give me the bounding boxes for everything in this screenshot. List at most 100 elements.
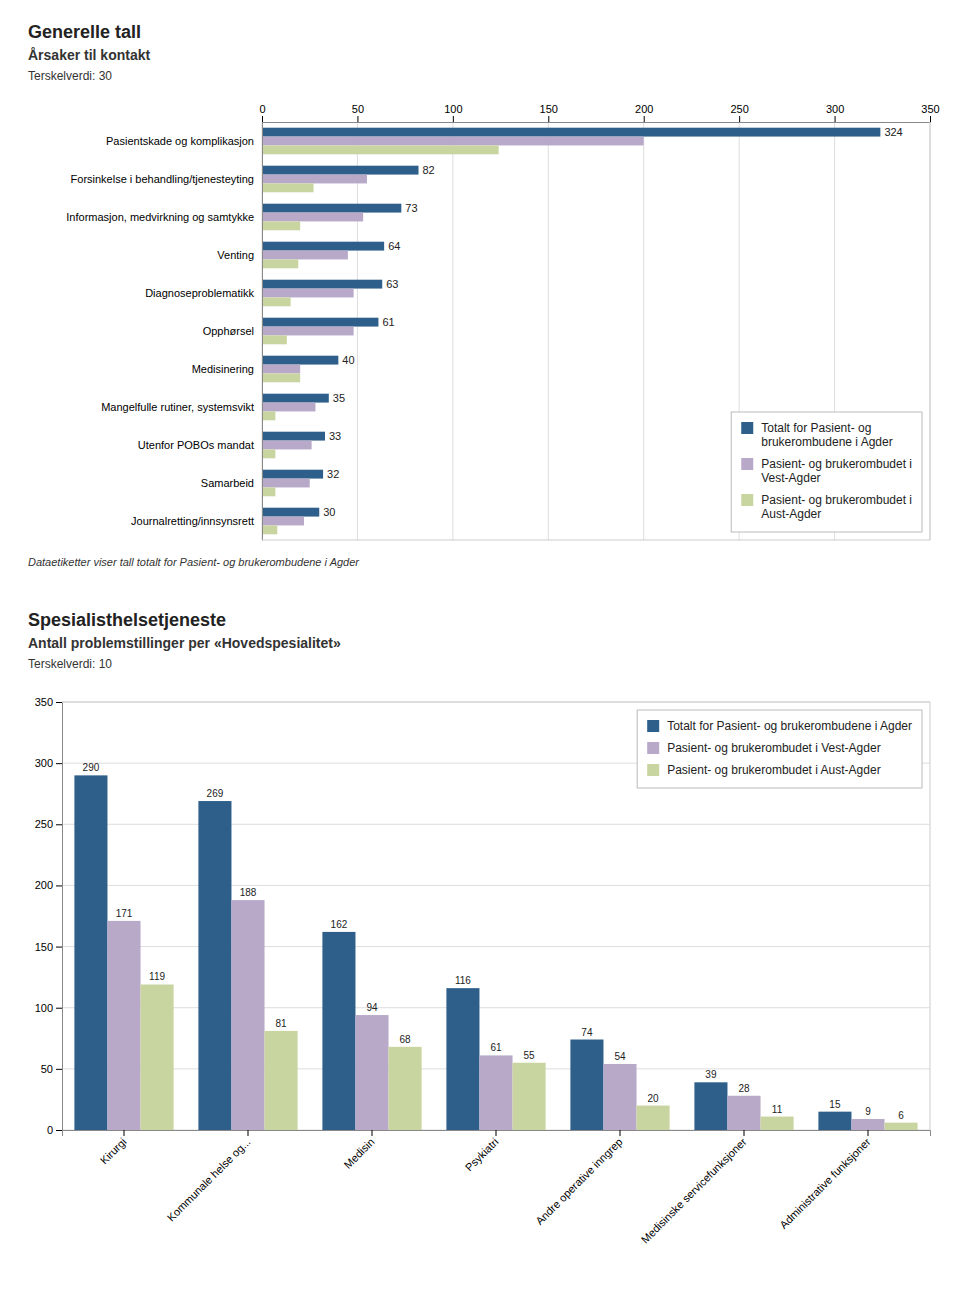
tick-label: Samarbeid	[201, 477, 254, 489]
tick-label: 0	[259, 103, 265, 115]
tick: 50	[41, 1063, 62, 1075]
tick-label: 0	[47, 1124, 53, 1136]
tick-label: Journalretting/innsynsrett	[131, 515, 254, 527]
tick-mark	[56, 824, 62, 825]
grid-line	[548, 122, 549, 540]
tick-label: Opphørsel	[203, 325, 254, 337]
bar	[231, 900, 264, 1130]
bar	[262, 297, 291, 306]
legend: Totalt for Pasient- ogbrukerombudene i A…	[731, 412, 922, 532]
tick: 50	[352, 103, 364, 122]
axis-domain	[63, 1131, 931, 1137]
tick-label: 250	[730, 103, 748, 115]
bar	[818, 1112, 851, 1130]
bar	[262, 242, 384, 251]
bar	[262, 318, 378, 327]
tick: Mangelfulle rutiner, systemsvikt	[101, 401, 262, 413]
legend-entry: Pasient- og brukerombudet i Aust-Agder	[667, 763, 880, 777]
bar	[389, 1047, 422, 1130]
tick: Utenfor POBOs mandat	[138, 439, 262, 451]
bar	[446, 988, 479, 1130]
tick: 250	[35, 818, 62, 830]
frame	[62, 702, 930, 703]
data-label: 68	[400, 1034, 412, 1045]
data-label: 55	[524, 1050, 536, 1061]
data-label: 81	[276, 1018, 288, 1029]
data-label: 73	[405, 202, 417, 214]
data-label: 290	[83, 762, 100, 773]
data-label: 64	[388, 240, 400, 252]
tick-label: Psykiatri	[463, 1136, 501, 1174]
tick: 100	[444, 103, 462, 122]
frame	[930, 702, 931, 1130]
tick: Kommunale helse og...	[165, 1130, 253, 1224]
tick: 200	[635, 103, 653, 122]
tick-label: Kommunale helse og...	[165, 1136, 253, 1224]
bar	[141, 984, 174, 1130]
bar	[74, 775, 107, 1130]
bar	[262, 166, 419, 175]
grid-line	[452, 122, 453, 540]
tick: 350	[35, 696, 62, 708]
tick-label: 250	[35, 818, 53, 830]
tick: Venting	[217, 249, 262, 261]
tick: 350	[921, 103, 939, 122]
data-label: 61	[382, 316, 394, 328]
bar	[262, 441, 312, 450]
data-label: 32	[327, 468, 339, 480]
bar	[262, 183, 314, 192]
legend-box	[637, 710, 922, 788]
tick-mark	[248, 1130, 249, 1136]
data-label: 63	[386, 278, 398, 290]
data-label: 324	[884, 126, 902, 138]
tick-label: Informasjon, medvirkning og samtykke	[66, 211, 254, 223]
legend-line: Pasient- og brukerombudet i Vest-Agder	[667, 741, 880, 755]
tick: Medisinering	[192, 363, 262, 375]
grid-line	[62, 1007, 930, 1008]
tick: Medisin	[341, 1130, 376, 1171]
grid-line	[643, 122, 644, 540]
tick: Administrative funksjoner	[777, 1130, 873, 1231]
data-label: 20	[648, 1093, 660, 1104]
grid-line	[357, 122, 358, 540]
axis: Journalretting/innsynsrett Samarbeid Utenf…	[66, 123, 262, 541]
tick: 0	[259, 103, 265, 122]
tick-label: Mangelfulle rutiner, systemsvikt	[101, 401, 254, 413]
tick-label: Forsinkelse i behandling/tjenesteyting	[71, 173, 254, 185]
tick: Andre operative inngrep	[533, 1130, 625, 1227]
tick-label: Kirurgi	[98, 1136, 129, 1167]
tick: Pasientskade og komplikasjon	[106, 135, 262, 147]
data-label: 28	[738, 1083, 750, 1094]
legend-line: Pasient- og brukerombudet i	[761, 493, 912, 507]
bar	[262, 356, 338, 365]
tick: 0	[47, 1124, 62, 1136]
legend-entry: Pasient- og brukerombudet iVest-Agder	[761, 457, 912, 485]
tick-label: Administrative funksjoner	[777, 1135, 873, 1231]
bar	[262, 470, 323, 479]
tick: Journalretting/innsynsrett	[131, 515, 262, 527]
tick: 150	[35, 941, 62, 953]
tick-label: 350	[921, 103, 939, 115]
bar	[262, 508, 319, 517]
legend-entry: Pasient- og brukerombudet iAust-Agder	[761, 493, 912, 521]
bar	[265, 1031, 298, 1130]
tick-mark	[453, 116, 454, 122]
frame	[262, 540, 930, 541]
bar	[198, 801, 231, 1130]
bar	[885, 1123, 918, 1130]
data-label: 74	[581, 1027, 593, 1038]
bar	[262, 373, 300, 382]
legend-line: Totalt for Pasient- og	[761, 421, 871, 435]
tick: Medisinske servicefunksjoner	[639, 1130, 749, 1246]
tick-label: 150	[540, 103, 558, 115]
bar	[262, 403, 315, 412]
tick-mark	[56, 1130, 62, 1131]
plot: 2902691621167439151711889461542891198168…	[35, 696, 931, 1246]
tick-mark	[357, 116, 358, 122]
tick-label: Venting	[217, 249, 254, 261]
data-label: 82	[423, 164, 435, 176]
data-label: 119	[149, 971, 165, 982]
tick: 150	[540, 103, 558, 122]
tick-label: 300	[35, 757, 53, 769]
bar	[107, 921, 140, 1130]
